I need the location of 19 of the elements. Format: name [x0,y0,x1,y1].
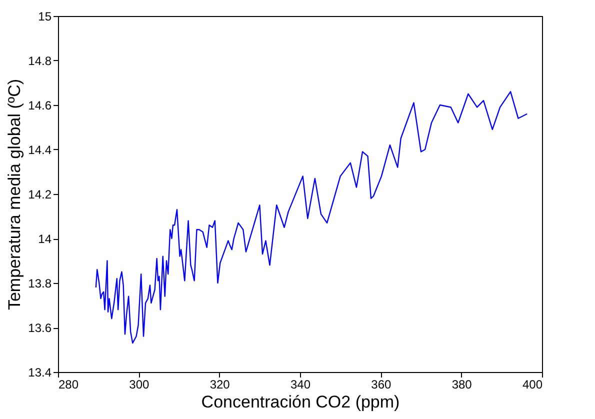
x-tick-label: 280 [58,378,79,392]
y-tick-label: 14.6 [28,98,52,112]
x-axis-title: Concentración CO2 (ppm) [201,392,400,412]
x-tick-label: 320 [210,378,230,392]
y-tick-label: 14.8 [28,54,52,68]
x-tick-label: 340 [290,378,311,392]
y-tick-label: 14 [38,232,52,246]
y-tick-label: 14.2 [28,188,52,202]
y-tick-label: 13.8 [28,276,52,290]
y-tick-label: 15 [38,10,52,24]
y-tick-label: 13.4 [28,366,52,380]
x-tick-label: 300 [129,378,150,392]
y-tick-label: 13.6 [28,321,52,335]
y-axis-title: Temperatura media global (ºC) [5,78,24,310]
x-tick-label: 400 [522,378,543,392]
line-series [95,91,528,344]
y-tick-label: 14.4 [28,143,52,157]
x-tick-label: 380 [452,378,472,392]
x-tick-label: 360 [371,378,392,392]
